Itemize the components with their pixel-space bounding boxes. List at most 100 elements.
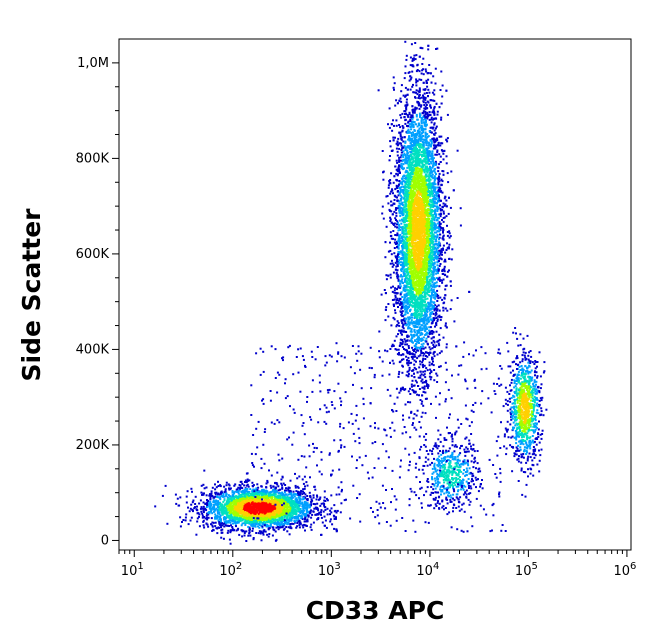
event-dot	[225, 481, 228, 484]
event-dot	[203, 516, 206, 518]
event-dot	[266, 523, 269, 526]
event-dot	[272, 509, 274, 512]
event-dot	[237, 491, 240, 494]
event-dot	[247, 513, 250, 516]
event-dot	[199, 499, 202, 502]
event-dot	[438, 163, 441, 166]
event-dot	[271, 526, 274, 529]
event-dot	[269, 524, 272, 527]
event-dot	[205, 506, 208, 508]
event-dot	[232, 528, 235, 531]
event-dot	[268, 506, 271, 509]
event-dot	[226, 496, 229, 499]
event-dot	[217, 512, 219, 515]
event-dot	[251, 527, 254, 530]
event-dot	[398, 329, 401, 332]
event-dot	[432, 336, 435, 339]
event-dot	[306, 495, 309, 497]
event-dot	[272, 516, 275, 519]
event-dot	[329, 509, 332, 512]
event-dot	[260, 490, 263, 493]
event-dot	[229, 519, 232, 522]
event-dot	[318, 498, 321, 501]
event-dot	[440, 248, 443, 251]
event-dot	[333, 510, 336, 513]
event-dot	[435, 177, 438, 180]
event-dot	[438, 285, 441, 288]
event-dot	[429, 249, 432, 252]
event-dot	[419, 105, 422, 108]
event-dot	[404, 155, 407, 158]
event-dot	[231, 518, 234, 520]
event-dot	[442, 309, 445, 312]
event-dot	[245, 497, 248, 500]
event-dot	[240, 529, 243, 532]
event-dot	[284, 505, 286, 508]
event-dot	[241, 482, 244, 485]
event-dot	[304, 485, 306, 488]
event-dot	[435, 281, 438, 284]
event-dot	[184, 519, 187, 522]
event-dot	[239, 506, 242, 509]
event-dot	[218, 493, 221, 496]
event-dot	[246, 505, 249, 508]
event-dot	[277, 500, 280, 503]
event-dot	[295, 493, 298, 496]
event-dot	[279, 499, 282, 502]
event-dot	[219, 508, 222, 511]
event-dot	[275, 502, 278, 505]
event-dot	[248, 511, 251, 514]
event-dot	[234, 513, 237, 516]
event-dot	[265, 499, 268, 502]
event-dot	[298, 498, 301, 501]
event-dot	[166, 522, 169, 525]
event-dot	[249, 496, 252, 499]
event-dot	[282, 518, 284, 521]
event-dot	[208, 505, 211, 508]
event-dot	[269, 503, 272, 506]
event-dot	[427, 264, 430, 267]
event-dot	[421, 294, 424, 297]
event-dot	[266, 506, 269, 509]
event-dot	[262, 495, 265, 497]
event-dot	[273, 505, 276, 508]
event-dot	[265, 490, 268, 493]
event-dot	[293, 503, 296, 506]
event-dot	[302, 498, 305, 501]
event-dot	[283, 491, 286, 494]
event-dot	[303, 514, 306, 517]
event-dot	[236, 491, 239, 493]
event-dot	[418, 78, 421, 81]
event-dot	[252, 512, 255, 515]
event-dot	[230, 510, 232, 513]
event-dot	[416, 393, 419, 396]
event-dot	[187, 506, 189, 509]
event-dot	[154, 505, 157, 508]
event-dot	[281, 498, 283, 501]
event-dot	[304, 496, 307, 499]
event-dot	[427, 178, 430, 180]
event-dot	[245, 481, 248, 484]
event-dot	[252, 538, 255, 541]
event-dot	[301, 498, 304, 501]
event-dot	[314, 503, 317, 506]
event-dot	[244, 502, 247, 505]
event-dot	[222, 495, 225, 498]
event-dot	[286, 523, 289, 526]
event-dot	[239, 487, 242, 489]
event-dot	[210, 490, 213, 493]
event-dot	[241, 487, 244, 490]
event-dot	[306, 520, 309, 523]
event-dot	[292, 503, 295, 506]
event-dot	[400, 279, 403, 282]
event-dot	[258, 530, 261, 533]
event-dot	[298, 509, 301, 512]
event-dot	[203, 526, 206, 529]
event-dot	[319, 511, 322, 514]
event-dot	[224, 488, 227, 491]
event-dot	[416, 357, 419, 360]
event-dot	[214, 525, 217, 528]
event-dot	[252, 523, 255, 526]
event-dot	[282, 510, 285, 512]
event-dot	[272, 519, 275, 522]
